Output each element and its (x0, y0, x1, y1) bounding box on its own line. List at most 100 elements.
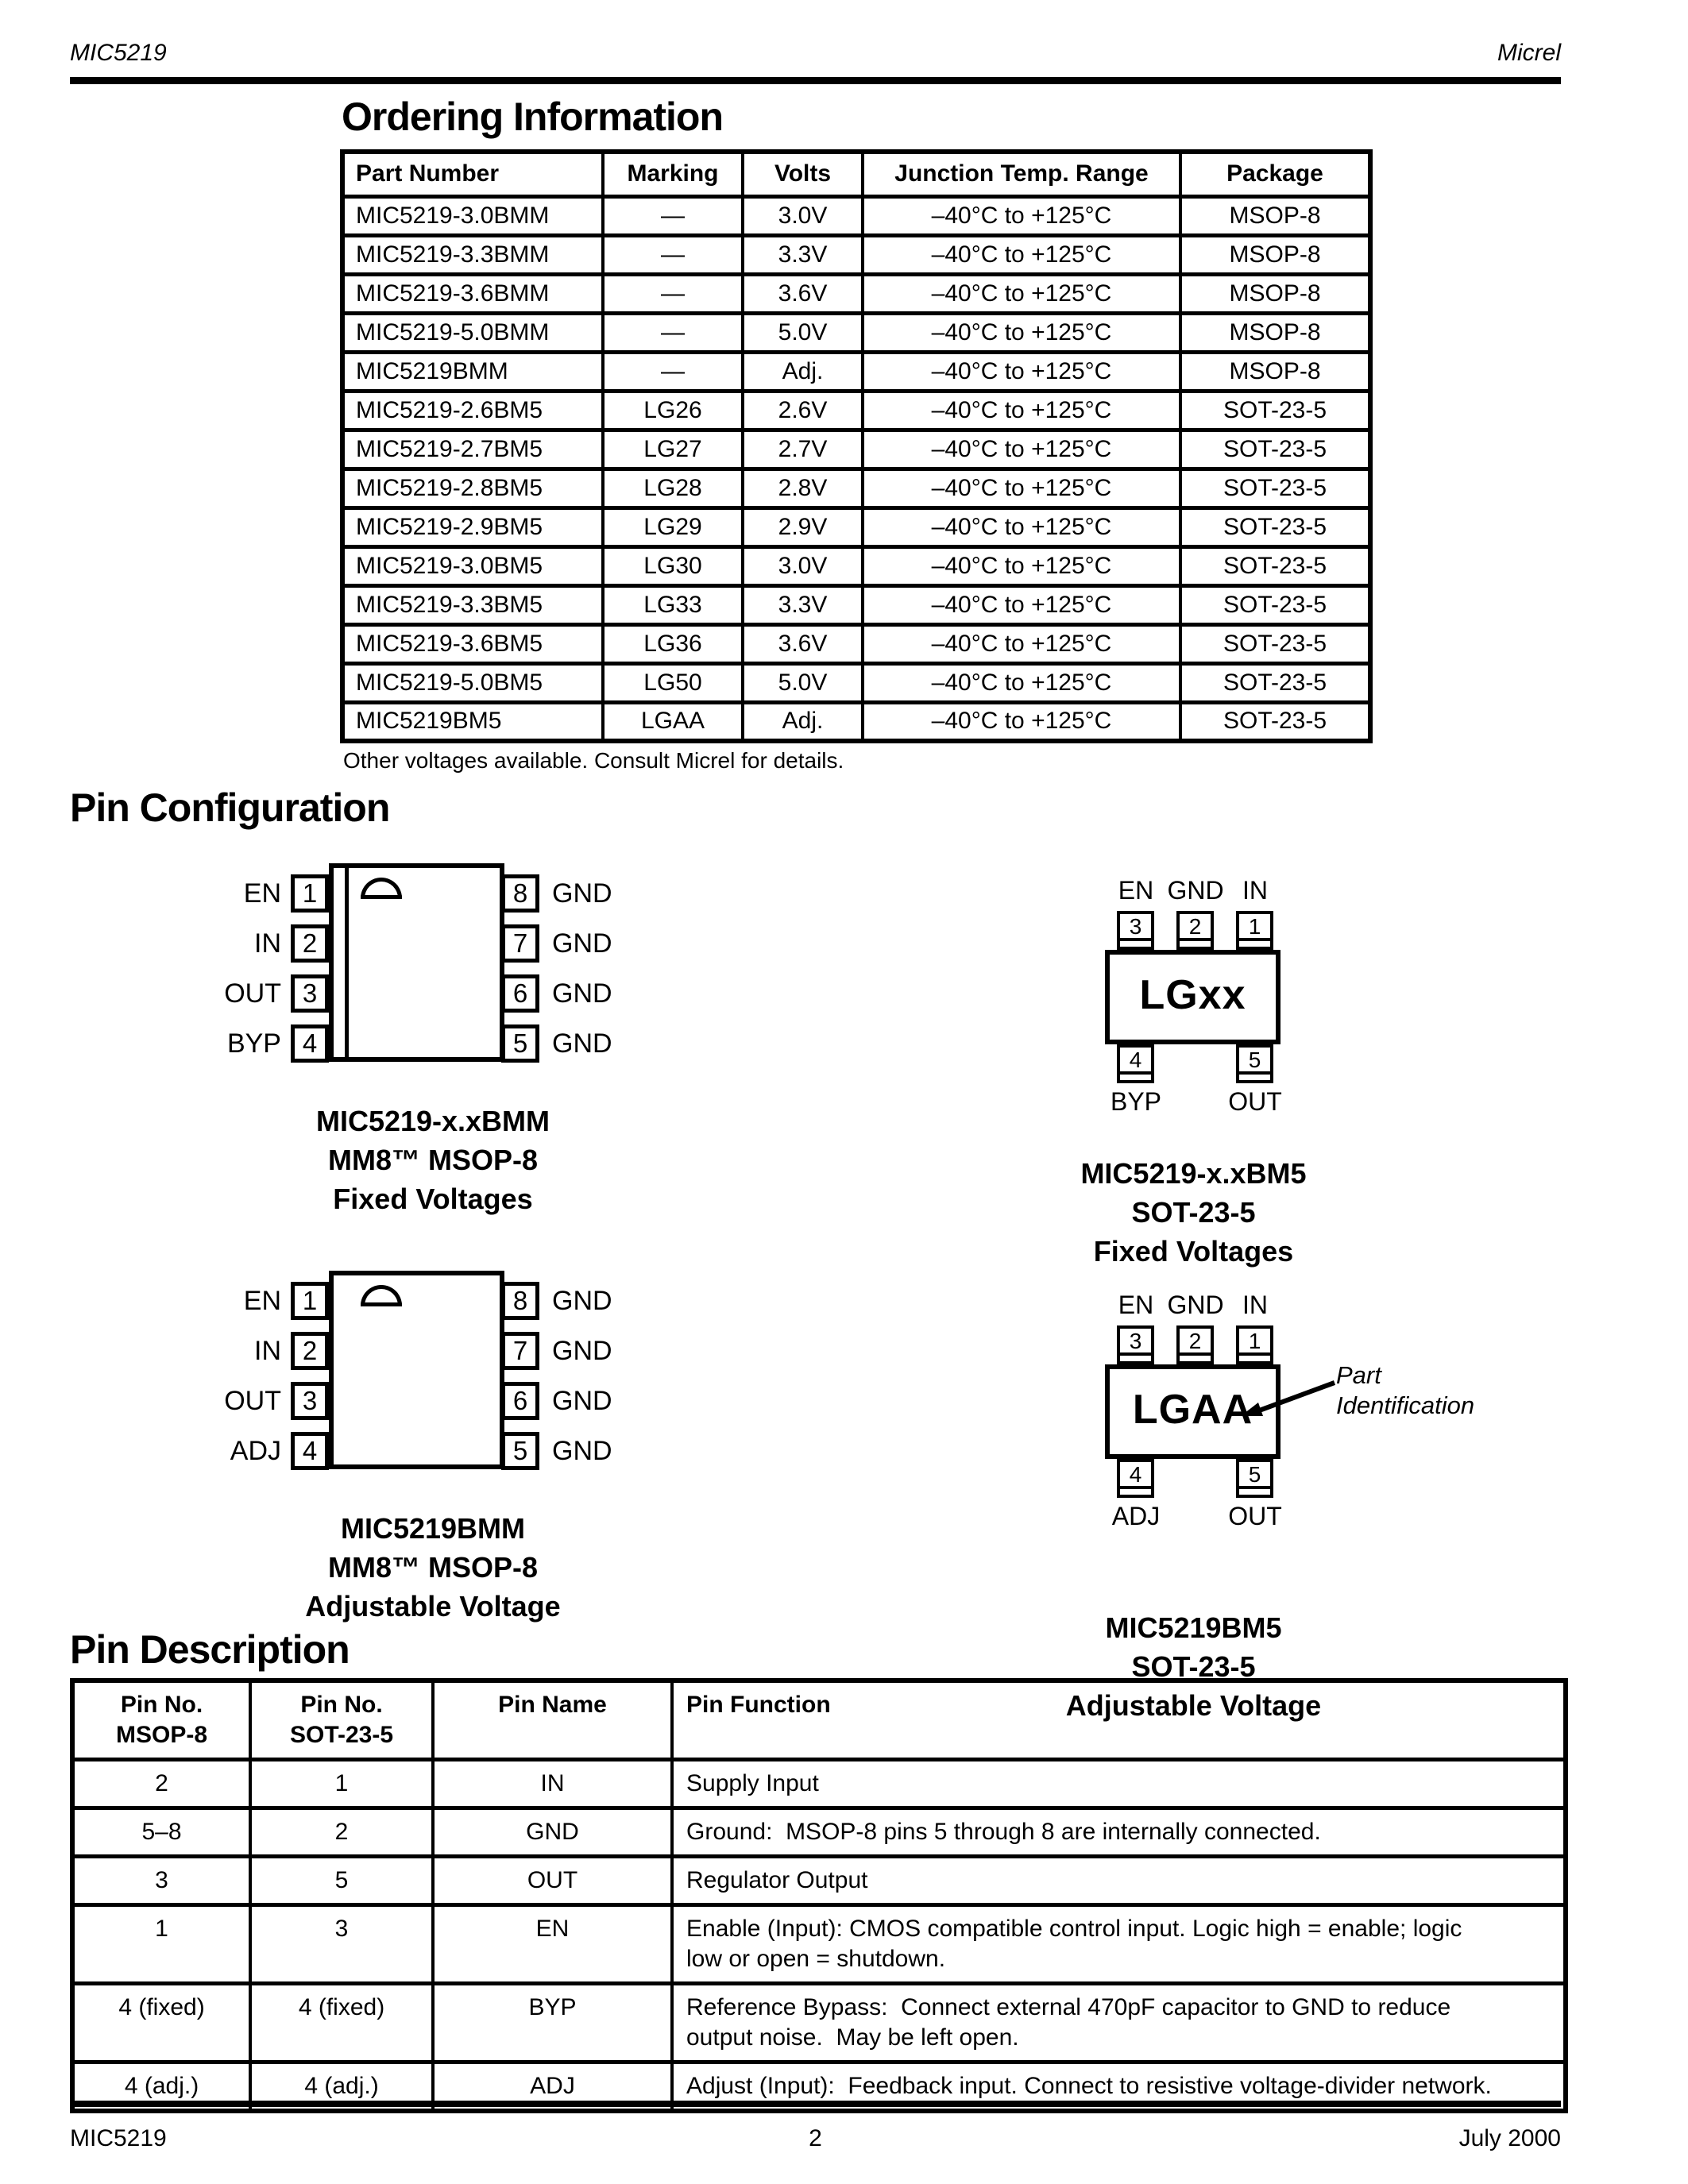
pin-number-box: 3 (291, 974, 329, 1013)
caption-line: MIC5219BM5 (1105, 1611, 1282, 1644)
table-cell: IN (431, 1758, 674, 1810)
table-cell: –40°C to +125°C (861, 349, 1182, 393)
part-identification-note: Part Identification (1336, 1361, 1475, 1419)
table-cell: SOT-23-5 (1179, 388, 1372, 432)
pin-number-box: 2 (1176, 1325, 1214, 1364)
table-cell: MIC5219-2.7BM5 (341, 427, 605, 471)
table-cell: Regulator Output (670, 1854, 1567, 1907)
pin-configuration-title: Pin Configuration (70, 785, 390, 830)
ordering-note: Other voltages available. Consult Micrel… (343, 748, 844, 773)
table-cell: MIC5219BMM (341, 349, 605, 393)
ordering-table: Part Number Marking Volts Junction Temp.… (340, 149, 1373, 743)
pin-number-box: 4 (291, 1432, 329, 1470)
table-cell: 3 (249, 1903, 435, 1985)
pin-label: ADJ (1111, 1502, 1161, 1530)
pin-number-box: 6 (501, 974, 539, 1013)
table-cell: LG30 (601, 544, 744, 588)
footer-page-number: 2 (809, 2125, 822, 2151)
table-row: MIC5219-2.8BM5 LG28 2.8V –40°C to +125°C SOT… (341, 466, 1372, 510)
pin-number-box: 8 (501, 1282, 539, 1320)
pin-label: OUT (1228, 1087, 1282, 1116)
table-cell: Enable (Input): CMOS compatible control … (670, 1903, 1567, 1985)
table-cell: –40°C to +125°C (861, 661, 1182, 704)
table-cell: LG27 (601, 427, 744, 471)
pin-number-box: 3 (291, 1382, 329, 1420)
table-cell: SOT-23-5 (1179, 427, 1372, 471)
table-cell: 3.0V (741, 194, 864, 237)
table-row: 3 5 OUT Regulator Output (71, 1854, 1567, 1907)
caption-line: MIC5219-x.xBMM (315, 1105, 550, 1137)
table-cell: LG28 (601, 466, 744, 510)
table-cell: LG33 (601, 583, 744, 627)
msop8-fixed-pinout-diagram: EN IN OUT BYP 1 2 3 4 8 7 6 5 GND GND GN… (205, 863, 682, 1237)
pin-number-box: 4 (291, 1024, 329, 1063)
table-cell: LG26 (601, 388, 744, 432)
part-identification-arrow-icon (1241, 1380, 1336, 1416)
table-row: 4 (fixed) 4 (fixed) BYP Reference Bypass: C… (71, 1981, 1567, 2064)
msop8-adjustable-pinout-diagram: EN IN OUT ADJ 1 2 3 4 8 7 6 5 GND GND GN… (205, 1271, 682, 1644)
pin-number-box: 2 (291, 924, 329, 963)
table-cell: –40°C to +125°C (861, 583, 1182, 627)
pin-number-box: 1 (291, 874, 329, 913)
table-cell: 3.3V (741, 583, 864, 627)
table-cell: –40°C to +125°C (861, 388, 1182, 432)
header-rule (70, 77, 1561, 84)
table-cell: MIC5219-2.8BM5 (341, 466, 605, 510)
pin-number-box: 5 (501, 1024, 539, 1063)
table-cell: –40°C to +125°C (861, 233, 1182, 276)
table-cell: MIC5219BM5 (341, 700, 605, 743)
pin1-marker-icon (361, 878, 402, 899)
table-cell: — (601, 272, 744, 315)
table-cell: MIC5219-2.6BM5 (341, 388, 605, 432)
table-cell: 5–8 (71, 1806, 252, 1858)
column-header-pin-name: Pin Name (431, 1678, 674, 1761)
pin-description-table: Pin No. MSOP-8 Pin No. SOT-23-5 Pin Name… (70, 1678, 1568, 2113)
table-cell: Ground: MSOP-8 pins 5 through 8 are inte… (670, 1806, 1567, 1858)
table-cell: Adj. (741, 349, 864, 393)
pin-description-title: Pin Description (70, 1627, 350, 1672)
caption-line: Adjustable Voltage (305, 1590, 561, 1623)
table-cell: 3.0V (741, 544, 864, 588)
table-cell: MIC5219-3.3BM5 (341, 583, 605, 627)
pin-label: OUT (1228, 1502, 1282, 1530)
table-cell: –40°C to +125°C (861, 194, 1182, 237)
pin-number-box: 1 (1236, 1325, 1273, 1364)
table-cell: 5.0V (741, 661, 864, 704)
table-cell: 2.8V (741, 466, 864, 510)
table-cell: –40°C to +125°C (861, 272, 1182, 315)
table-row: MIC5219-3.3BMM —3.3V –40°C to +125°C MSOP-8 (341, 233, 1372, 276)
table-row: MIC5219-3.3BM5 LG33 3.3V –40°C to +125°C SOT… (341, 583, 1372, 627)
pin-label: EN (1118, 1291, 1154, 1319)
table-cell: 3.6V (741, 622, 864, 666)
caption-line: MIC5219-x.xBM5 (1080, 1157, 1307, 1190)
column-header-pin-no-sot235: Pin No. SOT-23-5 (249, 1678, 435, 1761)
pin-number-box: 4 (1117, 1044, 1154, 1083)
pin-label: OUT (224, 978, 281, 1009)
ic-package-body: LGAA (1105, 1364, 1280, 1459)
table-cell: MIC5219-2.9BM5 (341, 505, 605, 549)
table-cell: LGAA (601, 700, 744, 743)
diagram-caption: MIC5219-x.xBM5 SOT-23-5 Fixed Voltages (1056, 1154, 1331, 1271)
table-cell: SOT-23-5 (1179, 700, 1372, 743)
table-cell: MIC5219-3.0BM5 (341, 544, 605, 588)
diagram-caption: MIC5219BMM MM8™ MSOP-8 Adjustable Voltag… (205, 1509, 661, 1626)
table-cell: MIC5219-3.6BMM (341, 272, 605, 315)
pin-label: OUT (224, 1386, 281, 1416)
table-row: MIC5219-3.6BM5 LG36 3.6V –40°C to +125°C SOT… (341, 622, 1372, 666)
table-row: 2 1 IN Supply Input (71, 1758, 1567, 1810)
table-cell: –40°C to +125°C (861, 505, 1182, 549)
table-cell: 2 (249, 1806, 435, 1858)
pin-label: BYP (1110, 1087, 1162, 1116)
table-cell: 4 (fixed) (71, 1981, 252, 2064)
pin-label: EN (243, 1286, 281, 1316)
table-cell: 5.0V (741, 311, 864, 354)
table-cell: LG36 (601, 622, 744, 666)
table-cell: MIC5219-5.0BMM (341, 311, 605, 354)
column-header-pin-no-msop8: Pin No. MSOP-8 (71, 1678, 252, 1761)
pin-label: GND (552, 1336, 612, 1366)
pin-label: IN (254, 1336, 281, 1366)
pin-label: GND (552, 1436, 612, 1466)
pin-number-box: 5 (501, 1432, 539, 1470)
column-header-volts: Volts (741, 149, 864, 199)
